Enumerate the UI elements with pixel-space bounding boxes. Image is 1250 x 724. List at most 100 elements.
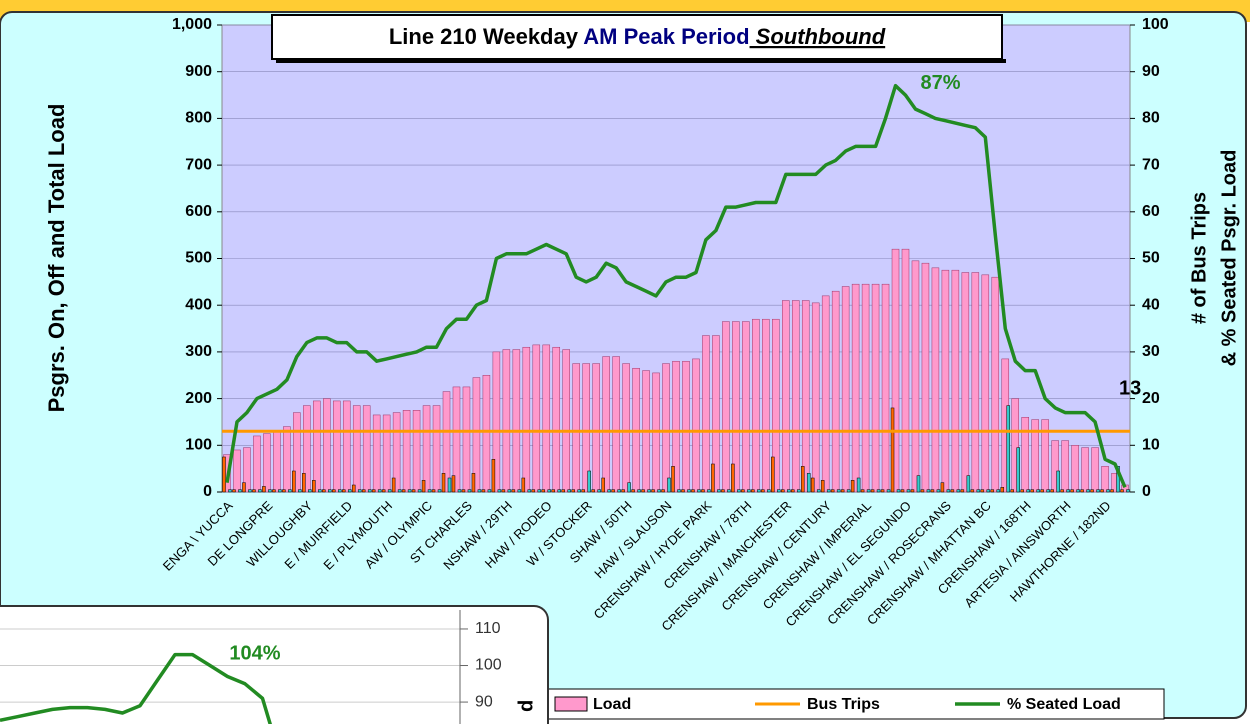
- annotation: 104%: [229, 642, 280, 664]
- bar: [562, 349, 570, 493]
- bar: [1020, 489, 1024, 493]
- bar: [831, 290, 840, 493]
- bar: [587, 470, 591, 493]
- bar: [682, 360, 690, 493]
- legend-label: Load: [593, 696, 631, 713]
- bar: [421, 480, 426, 493]
- bar: [702, 335, 710, 493]
- bar: [846, 489, 851, 493]
- bar: [371, 489, 376, 493]
- bar: [930, 489, 935, 493]
- bar: [722, 321, 730, 493]
- bar: [1126, 489, 1130, 493]
- bar: [441, 473, 446, 493]
- y-tick-label: 700: [185, 156, 212, 173]
- bar: [512, 349, 521, 493]
- bar: [1096, 489, 1100, 493]
- bar: [1036, 489, 1040, 493]
- bar: [347, 489, 352, 493]
- bar: [667, 477, 671, 493]
- bar: [1116, 466, 1120, 493]
- bar: [437, 489, 442, 493]
- bar: [996, 489, 1001, 493]
- bar: [387, 489, 392, 493]
- bar: [881, 283, 890, 493]
- bar: [541, 489, 546, 493]
- bar: [737, 489, 741, 493]
- bar: [572, 363, 580, 493]
- bar: [860, 489, 865, 493]
- line: [0, 652, 272, 724]
- bar: [318, 489, 322, 493]
- bar: [592, 363, 600, 493]
- bar: [757, 489, 761, 493]
- legend-label: Bus Trips: [807, 696, 880, 713]
- bar: [298, 489, 302, 493]
- bar: [442, 391, 451, 493]
- bar: [721, 489, 725, 493]
- bar: [561, 489, 565, 493]
- y-tick-label: 100: [185, 437, 212, 454]
- bar: [352, 405, 361, 493]
- bar: [467, 489, 472, 493]
- bar: [806, 473, 811, 493]
- bar: [313, 400, 321, 493]
- bar: [870, 489, 875, 493]
- bar: [282, 489, 286, 493]
- bar: [1081, 447, 1089, 493]
- bar: [462, 386, 471, 493]
- bar: [851, 283, 860, 493]
- bar: [1100, 489, 1104, 493]
- bar: [637, 489, 641, 493]
- bar: [273, 431, 281, 493]
- annotation: 87%: [921, 72, 961, 94]
- bar: [1041, 419, 1049, 493]
- bar: [303, 405, 311, 493]
- bar: [890, 407, 895, 493]
- bar: [826, 489, 831, 493]
- bar: [501, 489, 506, 493]
- legend-swatch: [554, 696, 588, 712]
- bar: [571, 489, 575, 493]
- bar: [233, 449, 241, 493]
- bar: [372, 414, 381, 493]
- bar: [602, 356, 610, 493]
- bar: [1071, 445, 1079, 493]
- bar: [731, 463, 735, 493]
- bar: [1051, 440, 1059, 493]
- bar: [936, 489, 941, 493]
- bar: [687, 489, 691, 493]
- y2-tick-label: 30: [1142, 343, 1160, 360]
- y2-tick-label: 40: [1142, 296, 1160, 313]
- bar: [283, 426, 291, 493]
- bar: [811, 302, 820, 493]
- y2-tick-label: 90: [1142, 63, 1160, 80]
- bar: [1031, 419, 1039, 493]
- bar: [392, 412, 401, 493]
- bar: [920, 489, 925, 493]
- bar: [981, 274, 990, 493]
- bar: [647, 489, 651, 493]
- annotation: 13: [1119, 378, 1141, 400]
- bar: [767, 489, 771, 493]
- inset-chart: 90 100 110 d 104%: [0, 605, 549, 724]
- bar: [641, 489, 645, 493]
- bar: [411, 489, 416, 493]
- bar: [986, 489, 991, 493]
- bar: [617, 489, 621, 493]
- bar: [322, 489, 326, 493]
- bar: [672, 360, 680, 493]
- bar: [621, 489, 625, 493]
- bar: [262, 486, 266, 493]
- bar: [941, 269, 950, 493]
- bar: [362, 405, 371, 493]
- bar: [248, 489, 252, 493]
- bar: [268, 489, 272, 493]
- bar: [960, 489, 965, 493]
- bar: [627, 482, 631, 493]
- bar: [800, 466, 805, 493]
- bar: [751, 489, 755, 493]
- bar: [1016, 447, 1021, 493]
- legend-label: % Seated Load: [1007, 696, 1121, 713]
- bar: [1030, 489, 1034, 493]
